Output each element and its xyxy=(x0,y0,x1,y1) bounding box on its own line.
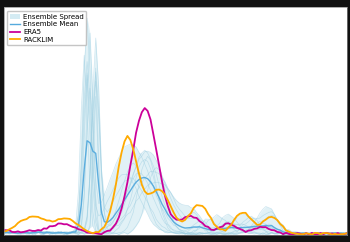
Legend: Ensemble Spread, Ensemble Mean, ERA5, RACKLIM: Ensemble Spread, Ensemble Mean, ERA5, RA… xyxy=(7,11,86,45)
